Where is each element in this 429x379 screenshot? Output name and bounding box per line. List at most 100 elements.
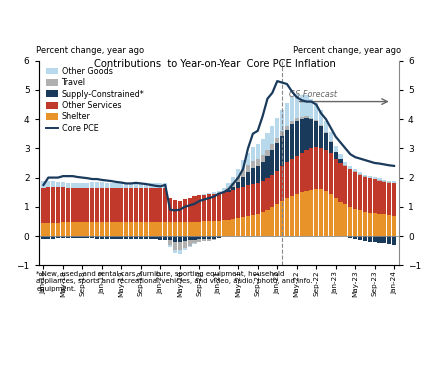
Bar [241,160,245,170]
Bar [275,204,279,236]
Bar [314,121,318,147]
Bar [251,184,255,215]
Bar [168,245,172,247]
Bar [227,192,231,220]
Bar [334,152,338,158]
Bar [212,239,216,240]
Bar [80,236,85,238]
Bar [187,246,192,247]
Bar [148,183,153,188]
Bar [168,236,172,240]
Bar [56,187,60,222]
Bar [222,220,226,236]
Bar [256,158,260,166]
Bar [90,188,94,222]
Bar [148,188,153,222]
Bar [76,183,80,188]
Bar [285,162,289,198]
Bar [61,187,65,222]
Bar [207,221,211,236]
Bar [299,192,304,236]
Bar [275,143,279,171]
Bar [382,180,387,181]
Bar [183,222,187,236]
Bar [280,110,284,131]
Bar [368,213,372,236]
Bar [124,188,128,222]
Bar [154,188,157,222]
Bar [217,191,221,193]
Bar [305,117,308,150]
Bar [260,155,265,162]
Bar [382,182,387,215]
Bar [207,193,211,194]
Bar [168,240,172,245]
Bar [129,188,133,222]
Bar [334,158,338,198]
Bar [129,236,133,239]
Bar [363,212,367,236]
Bar [227,188,231,190]
Bar [387,183,391,215]
Bar [314,103,318,120]
Bar [305,96,308,116]
Legend: Other Goods, Travel, Supply-Constrained*, Other Services, Shelter, Core PCE: Other Goods, Travel, Supply-Constrained*… [46,67,144,133]
Bar [227,220,231,236]
Bar [144,236,148,239]
Bar [358,172,362,174]
Bar [61,236,65,238]
Bar [236,177,240,182]
Bar [178,201,182,222]
Bar [163,222,167,236]
Bar [246,153,250,165]
Bar [285,198,289,236]
Bar [299,119,304,153]
Bar [95,222,99,236]
Bar [148,236,153,239]
Bar [134,222,138,236]
Bar [51,222,55,236]
Text: Percent change, year ago: Percent change, year ago [293,46,401,55]
Bar [187,222,192,236]
Bar [363,176,367,177]
Bar [236,169,240,177]
Bar [80,222,85,236]
Bar [109,222,114,236]
Bar [295,156,299,194]
Bar [295,94,299,117]
Bar [231,219,236,236]
Bar [251,168,255,184]
Bar [105,236,109,239]
Bar [227,190,231,192]
Bar [329,142,333,153]
Bar [275,118,279,138]
Bar [144,222,148,236]
Bar [192,243,196,244]
Bar [319,110,323,125]
Bar [158,222,163,236]
Bar [85,183,89,188]
Bar [358,210,362,236]
Bar [378,180,381,214]
Text: * New, used, and rental cars, furniture, sporting equipment, household
appliance: * New, used, and rental cars, furniture,… [36,271,313,292]
Bar [90,222,94,236]
Bar [95,236,99,239]
Bar [217,221,221,236]
Bar [324,121,328,132]
Bar [197,236,201,239]
Bar [105,188,109,222]
Bar [256,144,260,158]
Bar [324,150,328,191]
Bar [173,222,177,236]
Bar [358,175,362,210]
Bar [256,214,260,236]
Bar [100,188,104,222]
Bar [217,236,221,238]
Bar [178,250,182,254]
Bar [46,180,51,187]
Bar [119,183,124,188]
Bar [343,162,347,165]
Bar [338,155,343,159]
Bar [314,120,318,121]
Bar [222,193,226,220]
